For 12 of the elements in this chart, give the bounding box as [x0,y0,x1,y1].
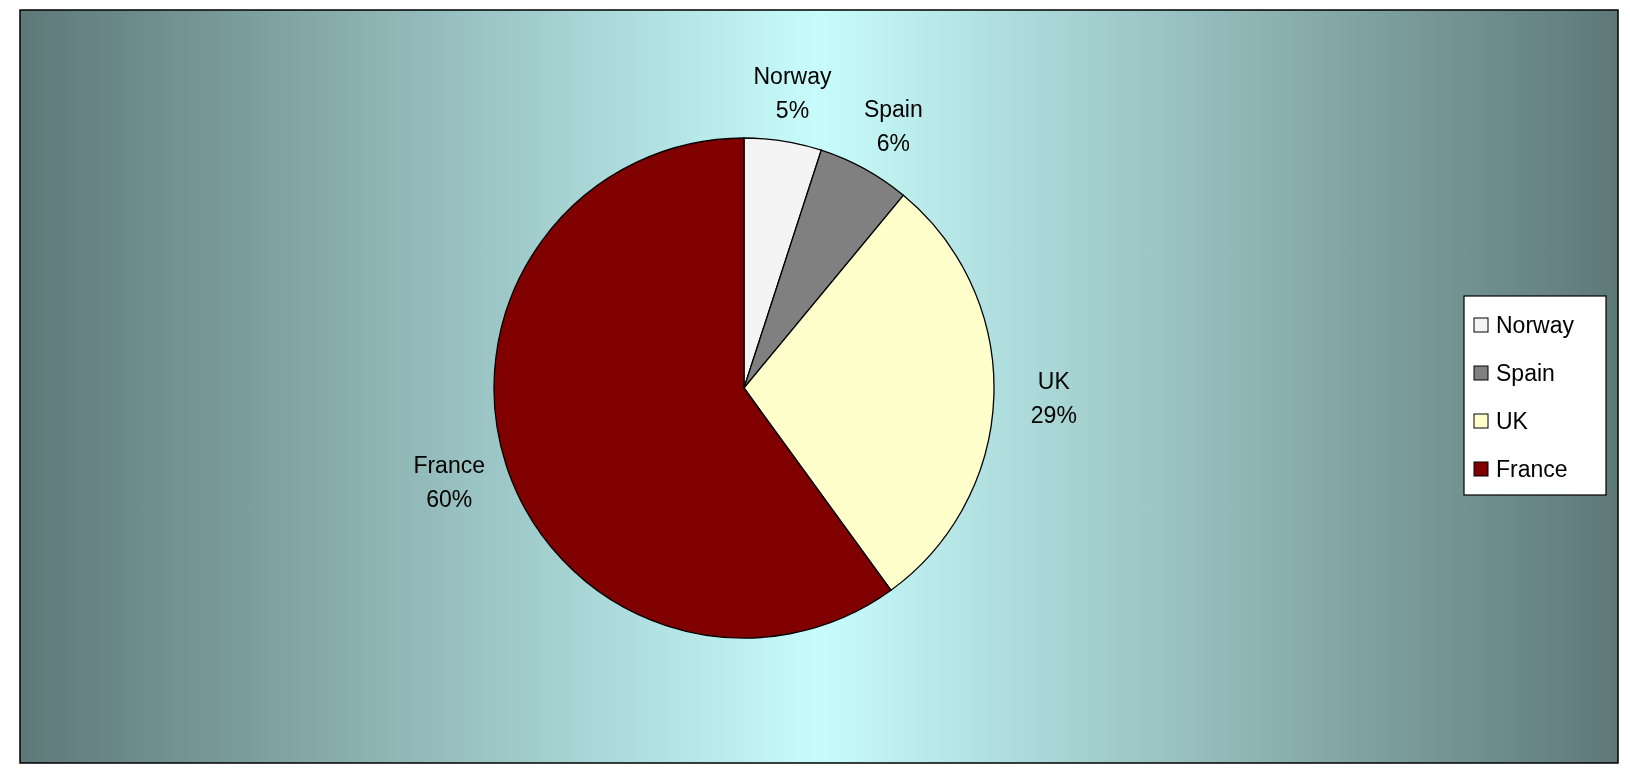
legend-label: France [1496,456,1568,482]
slice-label: France [413,451,485,478]
data-label: 6% [876,130,910,157]
slice-label: Norway [753,62,832,89]
legend-label: Norway [1496,312,1575,338]
legend-label: UK [1496,408,1529,434]
data-label: 60% [426,485,473,512]
data-label: 29% [1030,402,1077,429]
slice-label: Spain [863,96,923,123]
slice-label: UK [1037,368,1071,395]
data-label: 5% [775,96,810,123]
legend-label: Spain [1496,360,1555,386]
